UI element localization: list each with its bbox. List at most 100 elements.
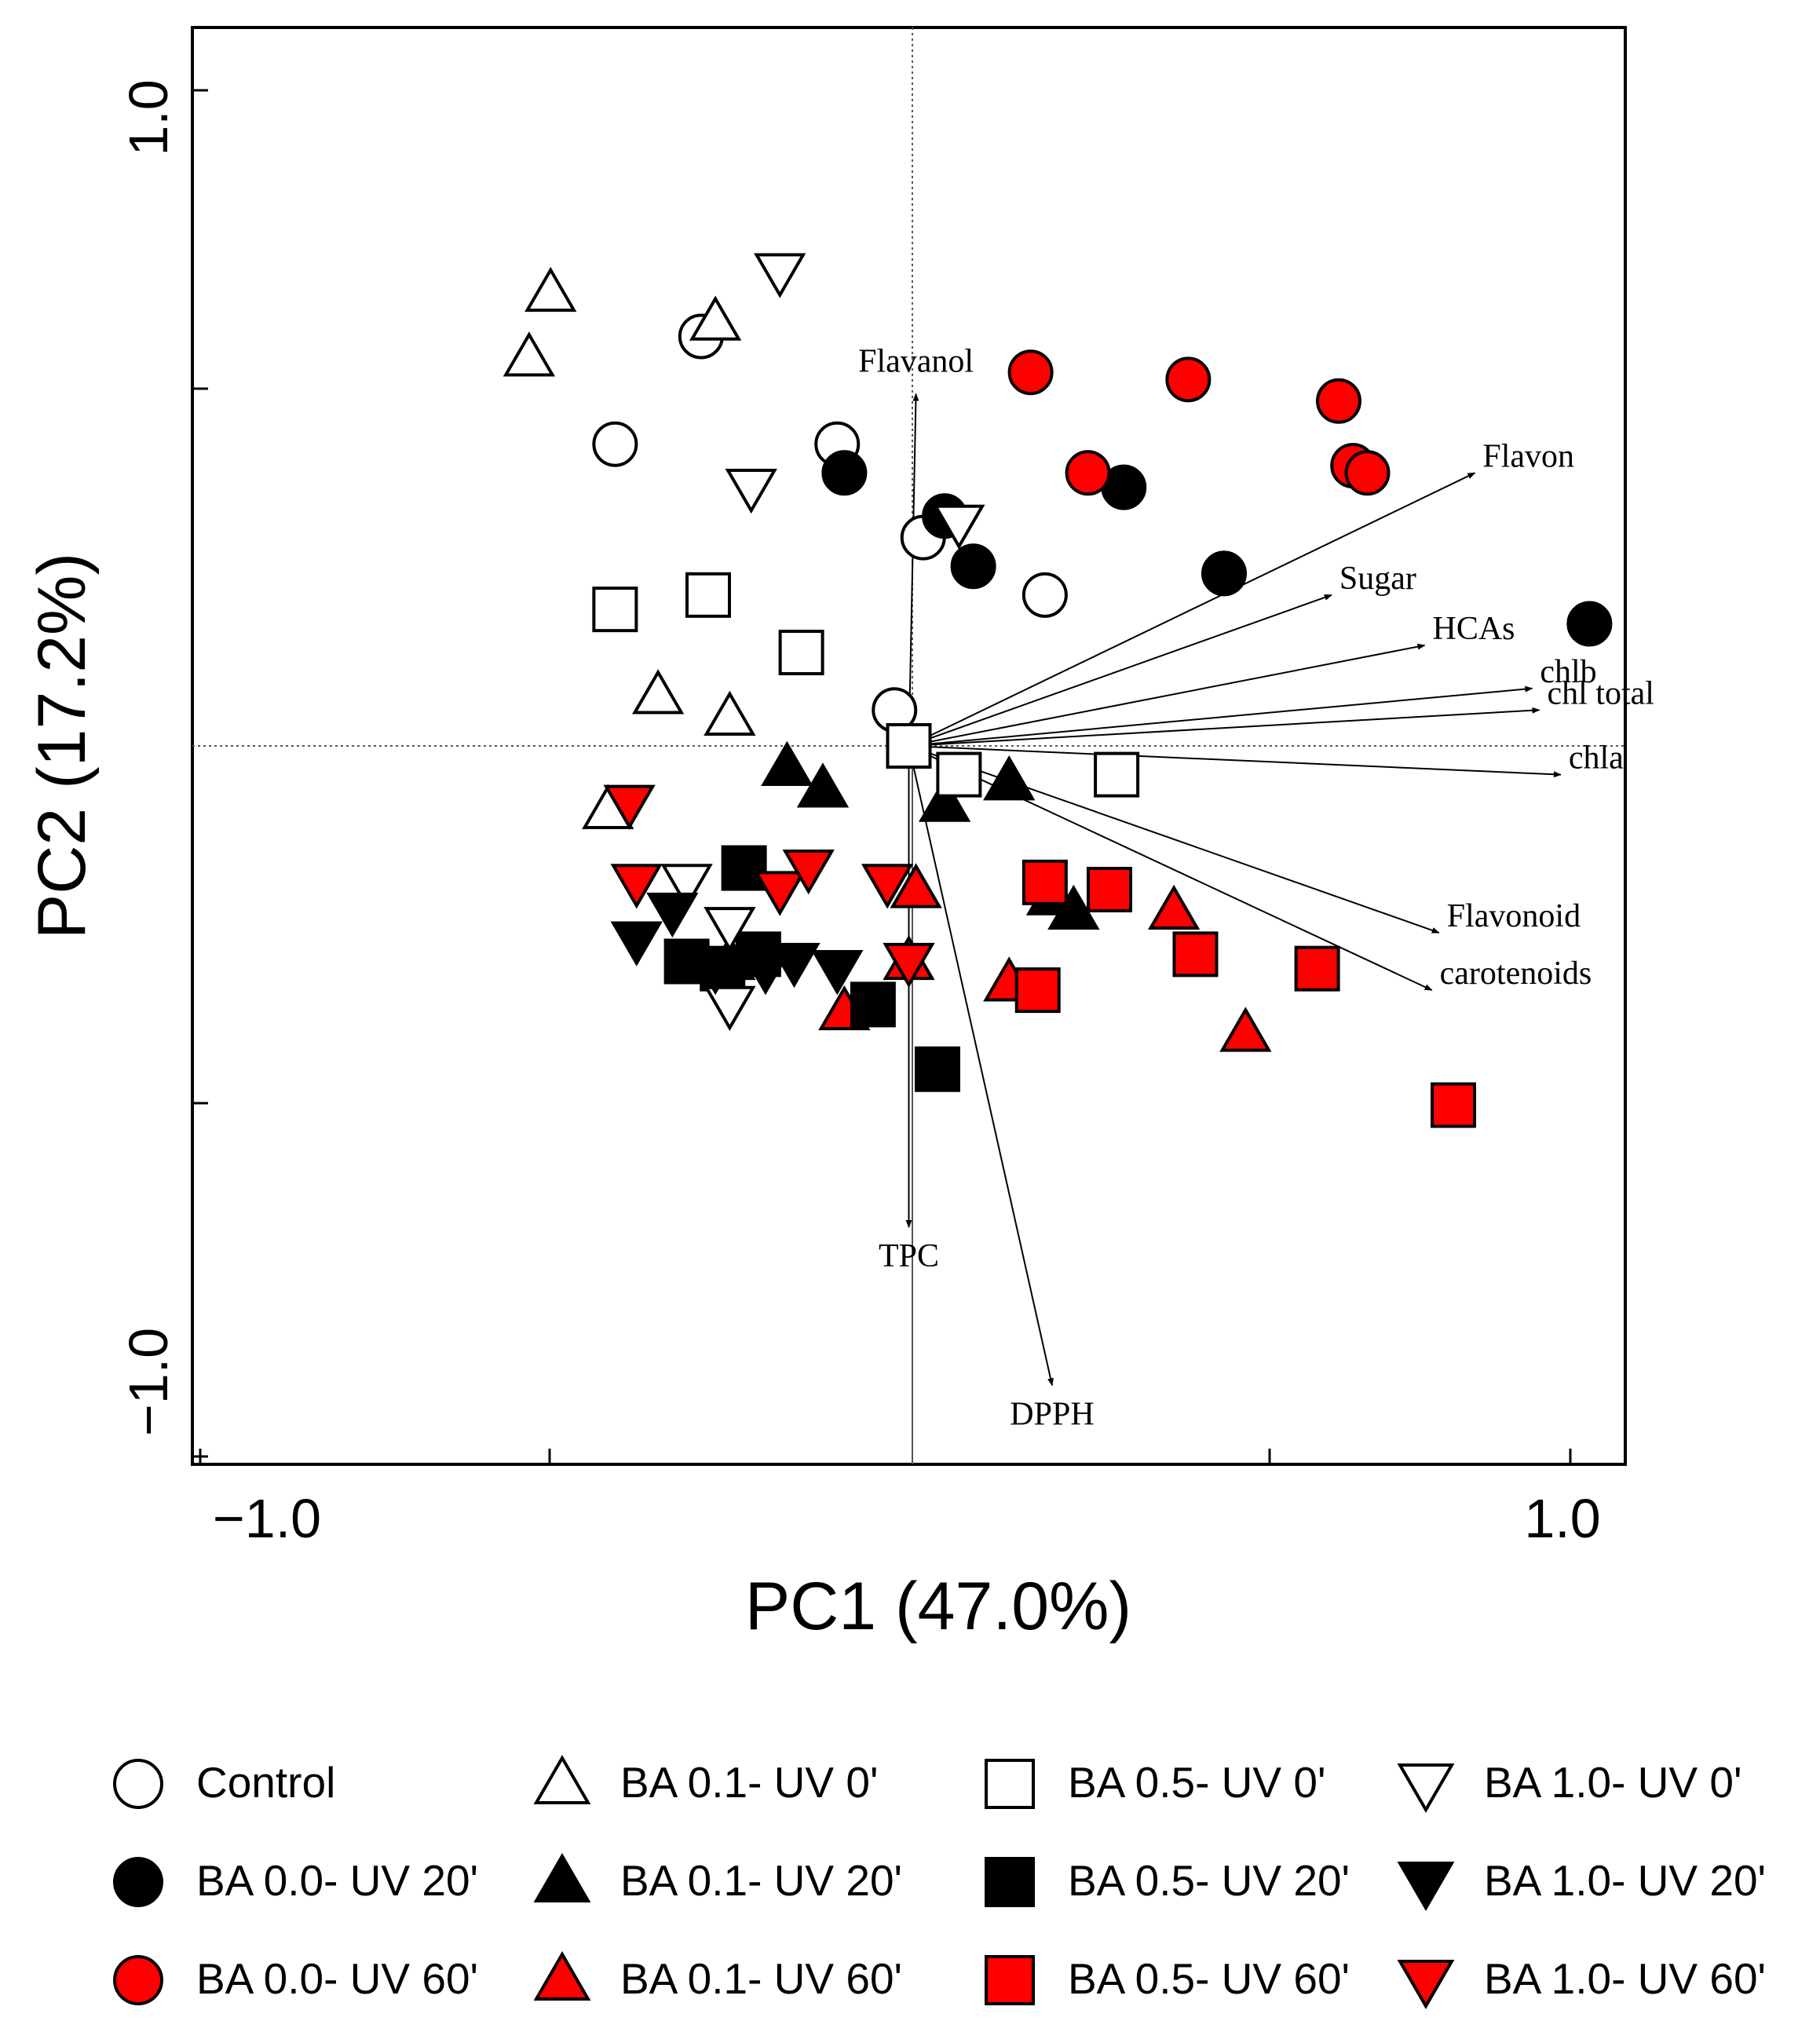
score-point xyxy=(1094,751,1140,798)
legend-marker xyxy=(113,1759,163,1809)
legend-marker xyxy=(1397,1960,1455,2009)
legend-item: BA 0.5- UV 60' xyxy=(974,1935,1350,2022)
score-point xyxy=(811,950,864,996)
legend-label: BA 0.1- UV 20' xyxy=(620,1856,903,1905)
score-point xyxy=(685,572,731,618)
loading-label: HCAs xyxy=(1433,611,1515,647)
legend-label: BA 0.5- UV 20' xyxy=(1068,1856,1350,1905)
loading-label: Flavonoid xyxy=(1447,898,1581,934)
legend-item: BA 0.1- UV 20' xyxy=(526,1837,902,1924)
score-point xyxy=(1294,945,1340,992)
loading-arrow xyxy=(908,643,1426,747)
score-point xyxy=(725,469,777,514)
score-point xyxy=(1021,572,1068,618)
score-point xyxy=(761,740,813,787)
points-layer xyxy=(503,253,1613,1128)
score-point xyxy=(603,784,656,830)
legend-item: BA 0.0- UV 60' xyxy=(102,1935,478,2022)
score-point xyxy=(1316,378,1361,424)
legend-marker xyxy=(533,1951,591,2001)
legend-label: BA 0.0- UV 60' xyxy=(196,1954,479,2003)
score-point xyxy=(778,630,824,676)
legend-marker xyxy=(1397,1763,1455,1813)
legend-item: BA 0.1- UV 60' xyxy=(526,1935,902,2022)
loading-label: chl total xyxy=(1548,675,1654,711)
legend-item: BA 1.0- UV 20' xyxy=(1390,1837,1766,1924)
legend-symbol xyxy=(113,1955,163,2005)
score-point xyxy=(610,864,663,909)
score-point xyxy=(850,981,896,1028)
loading-label: DPPH xyxy=(1010,1396,1094,1432)
score-point xyxy=(1147,884,1201,930)
legend-symbol xyxy=(1397,1960,1455,2009)
score-point xyxy=(704,690,756,736)
legend-marker xyxy=(985,1955,1035,2005)
legend-label: BA 1.0- UV 0' xyxy=(1484,1758,1742,1807)
legend-label: BA 0.1- UV 60' xyxy=(620,1954,903,2003)
score-point xyxy=(1566,601,1613,647)
loading-arrow xyxy=(908,594,1332,747)
score-point xyxy=(1087,867,1132,912)
score-point xyxy=(983,755,1036,801)
loading-arrow xyxy=(908,745,1054,1387)
legend-item: BA 0.5- UV 20' xyxy=(974,1837,1350,1924)
legend-symbol xyxy=(113,1857,163,1907)
loading-arrow xyxy=(908,745,1562,778)
score-point xyxy=(704,985,756,1032)
score-point xyxy=(936,751,982,798)
legend-marker xyxy=(113,1955,163,2005)
legend-marker xyxy=(533,1755,591,1804)
score-point xyxy=(796,762,850,808)
score-point xyxy=(1047,884,1100,930)
x-tick-label-min: −1.0 xyxy=(213,1488,321,1549)
score-point xyxy=(610,921,663,967)
score-point xyxy=(950,543,996,590)
legend-label: BA 0.5- UV 60' xyxy=(1068,1954,1350,2003)
legend-symbol xyxy=(113,1759,163,1809)
legend-symbol xyxy=(985,1759,1035,1809)
loading-arrow xyxy=(908,472,1476,747)
legend-label: BA 0.0- UV 20' xyxy=(196,1856,479,1905)
y-tick-label-min: −1.0 xyxy=(118,1328,179,1436)
legend-label: BA 1.0- UV 20' xyxy=(1484,1856,1767,1905)
score-point xyxy=(886,723,932,769)
loading-label: Flavon xyxy=(1482,438,1574,474)
x-axis-label: PC1 (47.0%) xyxy=(745,1569,1131,1644)
score-point xyxy=(721,845,767,891)
score-point xyxy=(821,450,868,496)
legend-marker xyxy=(113,1857,163,1907)
legend-marker xyxy=(533,1853,591,1902)
legend: Control BA 0.0- UV 20' BA 0.0- UV 60' BA… xyxy=(102,1739,1814,2022)
loading-label: Flavanol xyxy=(858,344,974,380)
tick-marks xyxy=(192,89,1572,1464)
legend-item: BA 0.0- UV 20' xyxy=(102,1837,478,1924)
loading-label: carotenoids xyxy=(1440,956,1592,992)
score-point xyxy=(918,777,971,822)
legend-symbol xyxy=(985,1857,1035,1907)
score-point xyxy=(1065,450,1111,496)
score-point xyxy=(646,892,699,938)
score-point xyxy=(592,421,638,467)
score-point xyxy=(1172,931,1219,978)
legend-item: BA 0.1- UV 0' xyxy=(526,1739,878,1826)
legend-item: BA 1.0- UV 0' xyxy=(1390,1739,1741,1826)
score-point xyxy=(1344,450,1391,496)
y-tick-label-max: 1.0 xyxy=(118,79,179,155)
score-point xyxy=(524,266,577,312)
score-point xyxy=(1431,1082,1476,1128)
x-tick-label-max: 1.0 xyxy=(1524,1488,1600,1549)
score-point xyxy=(861,864,914,909)
score-point xyxy=(1165,356,1212,403)
score-point xyxy=(883,942,935,989)
loading-arrow xyxy=(908,707,1540,747)
score-point xyxy=(631,669,685,714)
legend-symbol xyxy=(533,1755,591,1804)
loading-label: Sugar xyxy=(1339,561,1416,597)
score-point xyxy=(689,295,742,341)
loading-arrow xyxy=(908,685,1533,747)
legend-symbol xyxy=(533,1853,591,1902)
legend-item: BA 0.5- UV 0' xyxy=(974,1739,1325,1826)
legend-item: Control xyxy=(102,1739,335,1826)
score-point xyxy=(890,863,942,908)
